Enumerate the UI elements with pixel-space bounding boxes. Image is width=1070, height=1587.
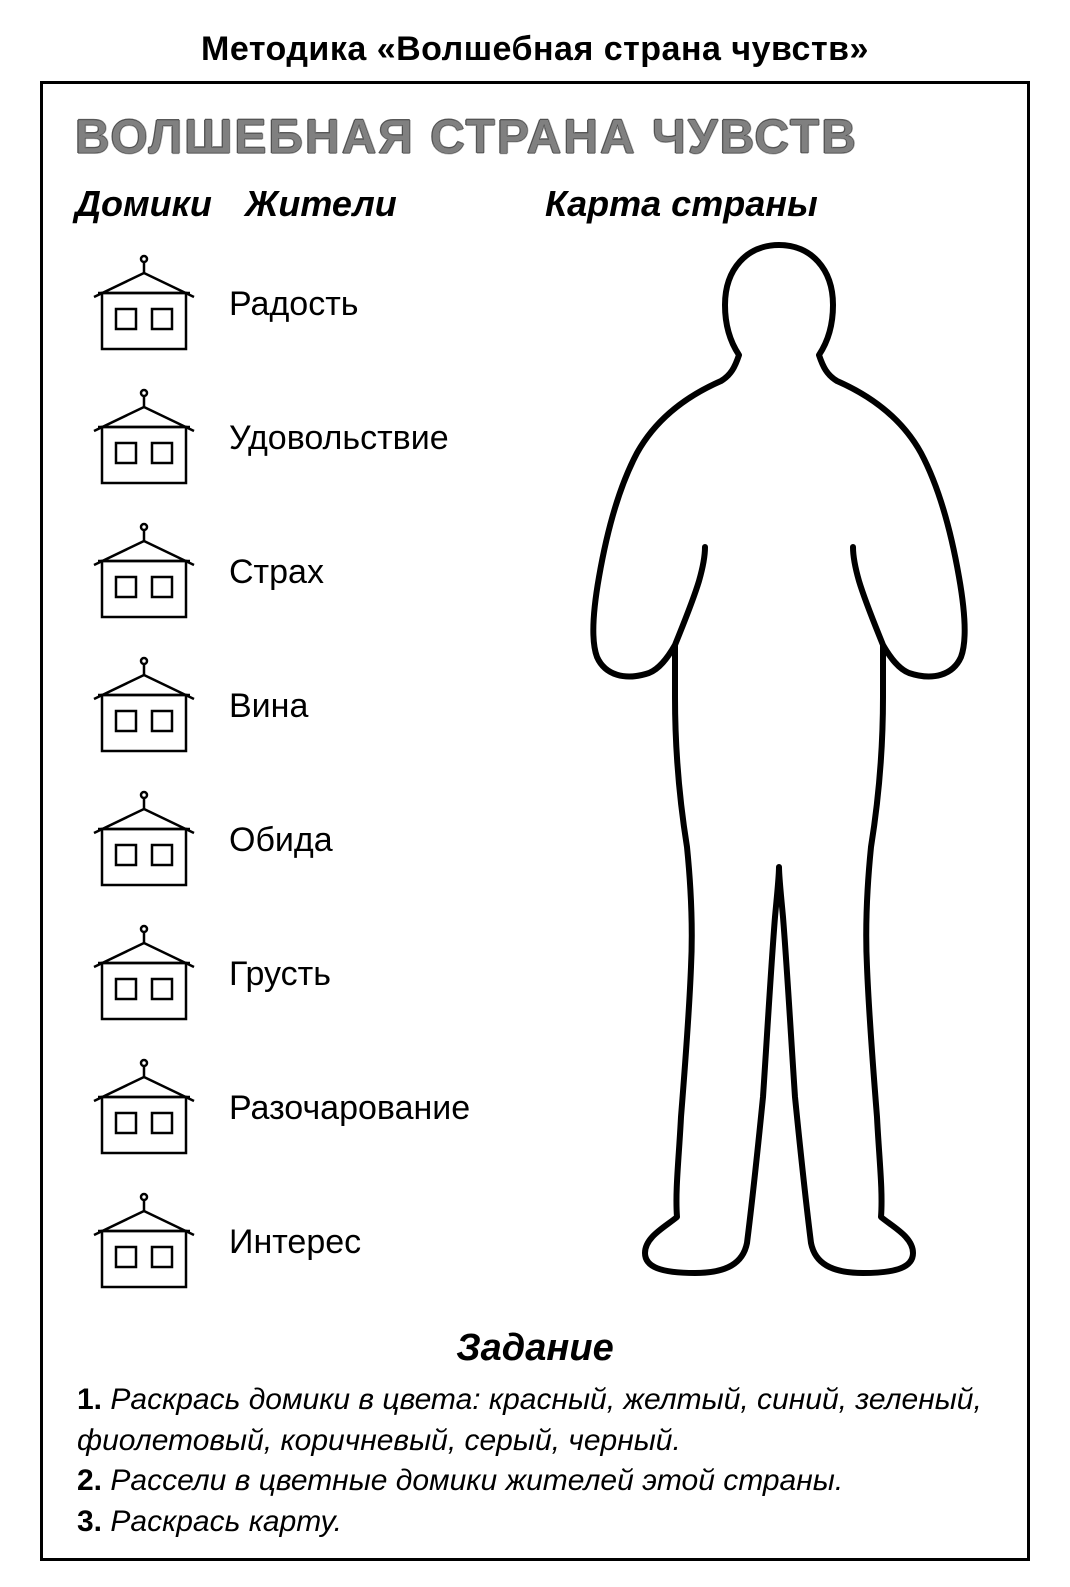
feeling-row: Обида <box>69 773 569 907</box>
task-text: Раскрась домики в цвета: красный, желтый… <box>77 1383 982 1457</box>
feeling-label: Интерес <box>219 1223 361 1262</box>
feeling-label: Удовольствие <box>219 419 449 458</box>
feeling-label: Радость <box>219 285 359 324</box>
task-item: 1. Раскрась домики в цвета: красный, жел… <box>77 1380 993 1461</box>
header-houses: Домики <box>75 183 245 225</box>
house-icon <box>69 249 219 359</box>
feeling-label: Страх <box>219 553 324 592</box>
house-icon <box>69 1187 219 1297</box>
feeling-label: Обида <box>219 821 333 860</box>
body-outline-icon <box>539 227 1019 1307</box>
house-icon <box>69 383 219 493</box>
task-number: 3. <box>77 1505 102 1538</box>
content-row: Радость Удовольствие Страх Вина <box>69 237 1001 1317</box>
outer-title: Методика «Волшебная страна чувств» <box>40 30 1030 69</box>
feeling-row: Грусть <box>69 907 569 1041</box>
task-text: Рассели в цветные домики жителей этой ст… <box>110 1464 843 1497</box>
feeling-row: Удовольствие <box>69 371 569 505</box>
house-icon <box>69 651 219 761</box>
feeling-label: Разочарование <box>219 1089 470 1128</box>
feeling-row: Вина <box>69 639 569 773</box>
feeling-row: Разочарование <box>69 1041 569 1175</box>
house-icon <box>69 785 219 895</box>
main-title: ВОЛШЕБНАЯ СТРАНА ЧУВСТВ <box>75 110 1001 165</box>
header-people: Жители <box>245 183 505 225</box>
feeling-label: Грусть <box>219 955 331 994</box>
column-headers: Домики Жители Карта страны <box>75 183 1001 225</box>
feeling-row: Страх <box>69 505 569 639</box>
header-map: Карта страны <box>505 183 1001 225</box>
task-item: 2. Рассели в цветные домики жителей этой… <box>77 1461 993 1502</box>
feeling-row: Радость <box>69 237 569 371</box>
task-heading: Задание <box>69 1327 1001 1370</box>
house-icon <box>69 919 219 1029</box>
house-icon <box>69 1053 219 1163</box>
task-text: Раскрась карту. <box>110 1505 342 1538</box>
worksheet-page: Методика «Волшебная страна чувств» ВОЛШЕ… <box>0 0 1070 1587</box>
feeling-row: Интерес <box>69 1175 569 1309</box>
task-number: 2. <box>77 1464 102 1497</box>
feeling-label: Вина <box>219 687 308 726</box>
worksheet-frame: ВОЛШЕБНАЯ СТРАНА ЧУВСТВ Домики Жители Ка… <box>40 81 1030 1561</box>
body-map-column <box>569 237 1001 1317</box>
task-list: 1. Раскрась домики в цвета: красный, жел… <box>69 1380 1001 1542</box>
task-item: 3. Раскрась карту. <box>77 1502 993 1543</box>
house-icon <box>69 517 219 627</box>
feelings-list: Радость Удовольствие Страх Вина <box>69 237 569 1317</box>
task-number: 1. <box>77 1383 102 1416</box>
